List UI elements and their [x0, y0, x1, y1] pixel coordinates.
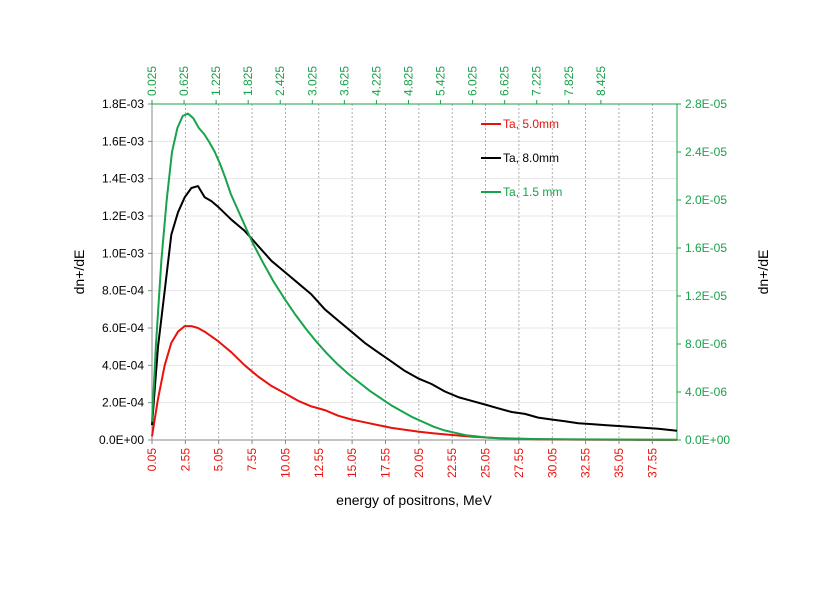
- bottom-tick-label: 25.05: [479, 448, 493, 478]
- left-tick-label: 4.0E-04: [102, 358, 144, 372]
- bottom-tick-label: 15.05: [345, 448, 359, 478]
- left-axis: 0.0E+00 2.0E-04 4.0E-04 6.0E-04 8.0E-04 1.0E-…: [99, 97, 152, 447]
- bottom-tick-label: 27.55: [512, 448, 526, 478]
- bottom-tick-label: 22.55: [445, 448, 459, 478]
- top-tick-label: 3.625: [337, 66, 351, 96]
- bottom-tick-label: 10.05: [278, 448, 292, 478]
- bottom-tick-label: 5.05: [212, 448, 226, 472]
- left-tick-label: 6.0E-04: [102, 321, 144, 335]
- top-tick-label: 6.025: [466, 66, 480, 96]
- right-tick-label: 2.4E-05: [685, 145, 727, 159]
- right-tick-label: 1.2E-05: [685, 289, 727, 303]
- top-tick-label: 1.225: [209, 66, 223, 96]
- top-axis: 0.025 0.625 1.225 1.825 2.425 3.025 3.625 4.225…: [145, 66, 608, 104]
- left-tick-label: 1.8E-03: [102, 97, 144, 111]
- y-axis-left-title: dn+/dE: [71, 250, 87, 295]
- series-line-2: [151, 112, 678, 441]
- legend-label: Ta, 5.0mm: [503, 117, 559, 131]
- left-tick-label: 2.0E-04: [102, 396, 144, 410]
- left-tick-label: 1.0E-03: [102, 246, 144, 260]
- series-line-1: [151, 185, 678, 432]
- series-line-0: [151, 325, 677, 441]
- x-axis-title: energy of positrons, MeV: [336, 492, 492, 508]
- top-tick-label: 4.225: [369, 66, 383, 96]
- top-tick-label: 7.825: [562, 66, 576, 96]
- right-tick-label: 4.0E-06: [685, 385, 727, 399]
- right-tick-label: 1.6E-05: [685, 241, 727, 255]
- bottom-tick-label: 32.55: [579, 448, 593, 478]
- top-tick-label: 3.025: [305, 66, 319, 96]
- bottom-tick-label: 7.55: [245, 448, 259, 472]
- bottom-tick-label: 20.05: [412, 448, 426, 478]
- legend-label: Ta, 8.0mm: [503, 151, 559, 165]
- left-tick-label: 1.2E-03: [102, 209, 144, 223]
- legend-label: Ta, 1.5 mm: [503, 185, 562, 199]
- bottom-axis: 0.05 2.55 5.05 7.55 10.05 12.55 15.05 17.55 20.0…: [145, 440, 659, 478]
- top-tick-label: 5.425: [434, 66, 448, 96]
- top-tick-label: 4.825: [401, 66, 415, 96]
- top-tick-label: 6.625: [498, 66, 512, 96]
- gridlines: [151, 103, 677, 441]
- bottom-tick-label: 17.55: [378, 448, 392, 478]
- y-axis-right-title: dn+/dE: [755, 250, 771, 295]
- legend: Ta, 5.0mm Ta, 8.0mm Ta, 1.5 mm: [481, 117, 562, 199]
- bottom-tick-label: 35.05: [612, 448, 626, 478]
- right-tick-label: 0.0E+00: [685, 433, 730, 447]
- plot-frame: [151, 103, 678, 441]
- left-tick-label: 8.0E-04: [102, 284, 144, 298]
- top-tick-label: 1.825: [241, 66, 255, 96]
- left-tick-label: 1.4E-03: [102, 172, 144, 186]
- right-tick-label: 2.8E-05: [685, 97, 727, 111]
- right-tick-label: 2.0E-05: [685, 193, 727, 207]
- top-tick-label: 8.425: [594, 66, 608, 96]
- right-axis: 0.0E+00 4.0E-06 8.0E-06 1.2E-05 1.6E-05 2.0E-…: [677, 97, 730, 447]
- bottom-tick-label: 2.55: [178, 448, 192, 472]
- series-layer: [151, 112, 678, 441]
- bottom-tick-label: 37.55: [645, 448, 659, 478]
- top-tick-label: 0.625: [177, 66, 191, 96]
- bottom-tick-label: 0.05: [145, 448, 159, 472]
- top-tick-label: 2.425: [273, 66, 287, 96]
- left-tick-label: 0.0E+00: [99, 433, 144, 447]
- right-tick-label: 8.0E-06: [685, 337, 727, 351]
- top-tick-label: 7.225: [530, 66, 544, 96]
- top-tick-label: 0.025: [145, 66, 159, 96]
- left-tick-label: 1.6E-03: [102, 134, 144, 148]
- bottom-tick-label: 12.55: [312, 448, 326, 478]
- bottom-tick-label: 30.05: [545, 448, 559, 478]
